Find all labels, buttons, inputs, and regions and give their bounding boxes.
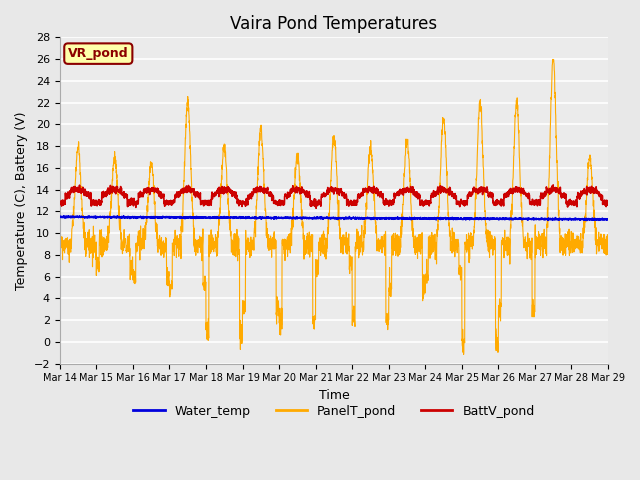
Text: VR_pond: VR_pond [68,47,129,60]
X-axis label: Time: Time [319,389,349,402]
Legend: Water_temp, PanelT_pond, BattV_pond: Water_temp, PanelT_pond, BattV_pond [128,400,540,423]
Y-axis label: Temperature (C), Battery (V): Temperature (C), Battery (V) [15,111,28,290]
Title: Vaira Pond Temperatures: Vaira Pond Temperatures [230,15,438,33]
